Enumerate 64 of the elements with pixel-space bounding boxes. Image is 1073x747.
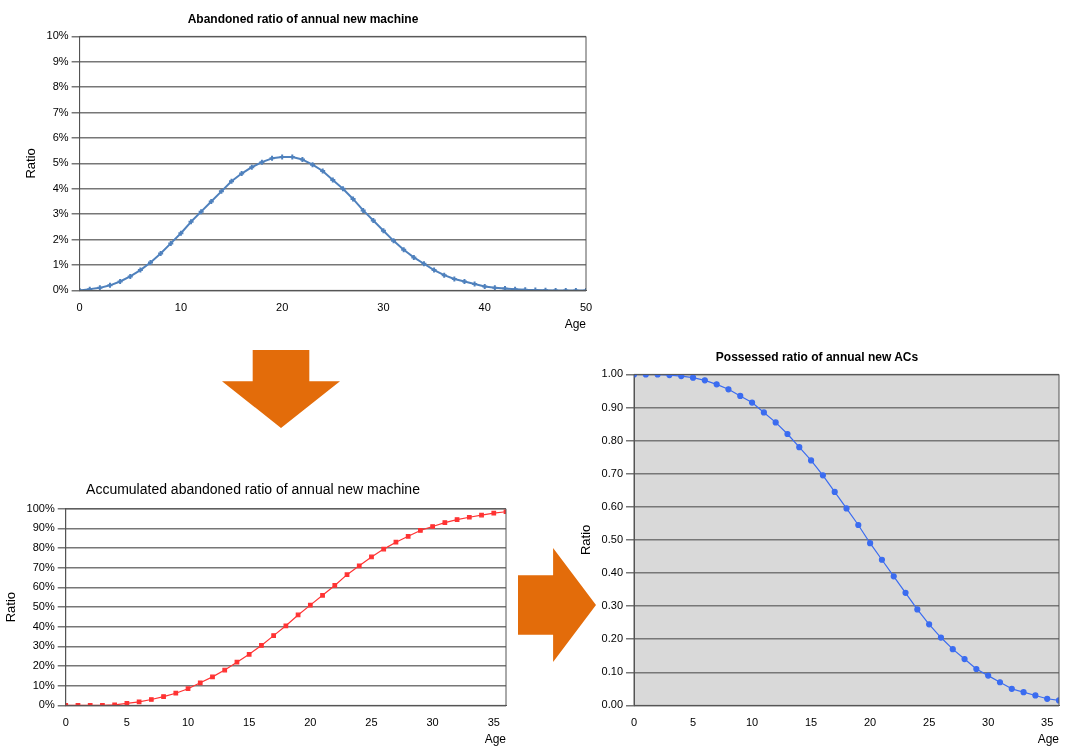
- y-tick-label: 30%: [32, 639, 55, 652]
- y-axis-title: Ratio: [578, 524, 594, 556]
- x-axis-title: Age: [484, 732, 507, 747]
- y-tick-label: 9%: [52, 54, 69, 67]
- x-tick-label: 15: [804, 716, 818, 729]
- y-tick-label: 0.00: [601, 698, 624, 711]
- y-tick-label: 7%: [52, 105, 69, 118]
- y-tick-label: 20%: [32, 659, 55, 672]
- y-tick-label: 2%: [52, 232, 69, 245]
- y-tick-label: 0.50: [601, 532, 624, 545]
- y-tick-label: 3%: [52, 207, 69, 220]
- y-tick-label: 90%: [32, 521, 55, 534]
- y-tick-label: 1%: [52, 258, 69, 271]
- y-tick-label: 1.00: [601, 367, 624, 380]
- x-axis-title: Age: [1037, 732, 1060, 747]
- y-tick-label: 0.80: [601, 433, 624, 446]
- x-tick-label: 5: [123, 716, 130, 729]
- y-tick-label: 80%: [32, 541, 55, 554]
- y-tick-label: 70%: [32, 560, 55, 573]
- y-tick-label: 0.30: [601, 599, 624, 612]
- y-tick-label: 60%: [32, 580, 55, 593]
- y-axis-title: Ratio: [3, 591, 19, 623]
- y-tick-label: 40%: [32, 619, 55, 632]
- x-tick-label: 50: [579, 301, 593, 314]
- y-tick-label: 4%: [52, 181, 69, 194]
- x-tick-label: 20: [304, 716, 317, 729]
- x-tick-label: 15: [243, 716, 256, 729]
- x-tick-label: 35: [487, 716, 500, 729]
- x-tick-label: 40: [478, 301, 491, 314]
- x-tick-label: 25: [365, 716, 378, 729]
- y-tick-label: 0.10: [601, 665, 624, 678]
- y-tick-label: 0.60: [601, 499, 624, 512]
- x-tick-label: 0: [62, 716, 69, 729]
- x-tick-label: 30: [982, 716, 995, 729]
- y-tick-label: 0%: [52, 283, 69, 296]
- y-tick-label: 0.40: [601, 566, 624, 579]
- y-tick-label: 100%: [26, 501, 55, 514]
- x-tick-label: 30: [426, 716, 439, 729]
- y-tick-label: 6%: [52, 131, 69, 144]
- x-tick-label: 5: [689, 716, 697, 729]
- x-tick-label: 10: [745, 716, 759, 729]
- y-tick-label: 5%: [52, 156, 69, 169]
- x-axis-title: Age: [564, 317, 587, 332]
- chart-title: Accumulated abandoned ratio of annual new machine: [86, 481, 421, 498]
- y-tick-label: 10%: [46, 29, 69, 42]
- x-tick-label: 0: [630, 716, 638, 729]
- y-tick-label: 50%: [32, 600, 55, 613]
- x-tick-label: 30: [377, 301, 390, 314]
- x-tick-label: 35: [1041, 716, 1054, 729]
- y-tick-label: 10%: [32, 678, 55, 691]
- x-tick-label: 10: [174, 301, 188, 314]
- x-tick-label: 10: [181, 716, 195, 729]
- chart-title: Possessed ratio of annual new ACs: [715, 349, 919, 364]
- x-tick-label: 20: [276, 301, 289, 314]
- chart-title: Abandoned ratio of annual new machine: [187, 11, 419, 26]
- y-tick-label: 0.70: [601, 466, 624, 479]
- y-axis-title: Ratio: [23, 148, 39, 179]
- x-tick-label: 25: [923, 716, 936, 729]
- y-tick-label: 8%: [52, 80, 69, 93]
- y-tick-label: 0.90: [601, 400, 624, 413]
- y-tick-label: 0%: [38, 698, 55, 711]
- y-tick-label: 0.20: [601, 632, 624, 645]
- x-tick-label: 20: [863, 716, 877, 729]
- x-tick-label: 0: [76, 301, 83, 314]
